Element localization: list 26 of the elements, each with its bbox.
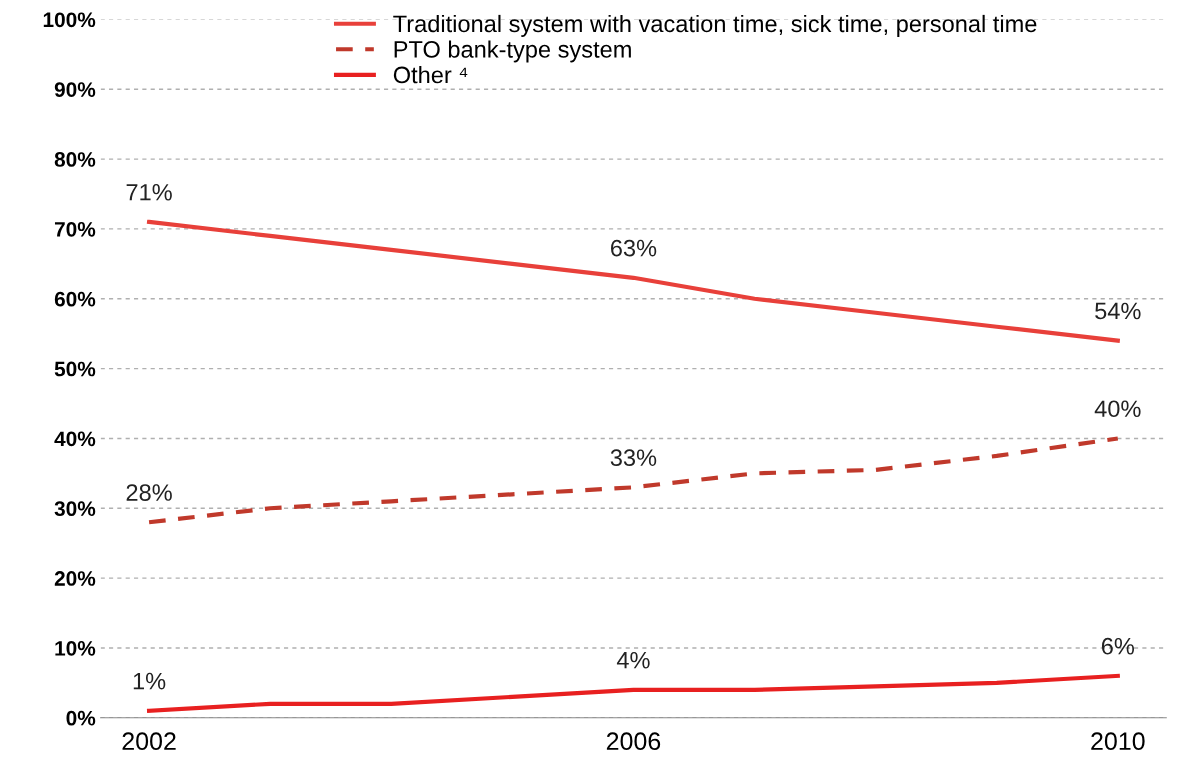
y-tick-label: 80% [54,152,96,167]
data-label: 40% [1094,400,1141,418]
data-label: 6% [1101,637,1135,655]
y-tick-label: 100% [43,12,96,28]
x-tick-label: 2010 [1091,732,1145,751]
y-tick-label: 50% [54,361,96,377]
y-tick-label: 90% [54,82,96,97]
data-label: 54% [1095,302,1141,320]
data-label: 71% [126,183,172,201]
y-tick-label: 20% [54,571,96,586]
data-label: 1% [133,672,166,690]
data-label: 28% [126,484,172,501]
y-tick-label: 70% [54,221,96,237]
y-tick-label: 0% [66,710,96,726]
data-label: 63% [611,239,657,257]
legend-label: Traditional system with vacation time, sick time, personal time [393,14,1037,37]
y-tick-label: 60% [54,291,96,307]
y-tick-label: 10% [55,640,96,656]
legend-label: PTO bank-type system [394,40,631,63]
data-label: 33% [610,449,657,466]
y-tick-label: 40% [54,431,96,447]
legend-label: Other ⁴ [393,65,468,84]
x-tick-label: 2002 [122,732,176,751]
data-label: 4% [616,651,650,669]
y-tick-label: 30% [54,501,96,517]
x-tick-label: 2006 [606,732,661,751]
